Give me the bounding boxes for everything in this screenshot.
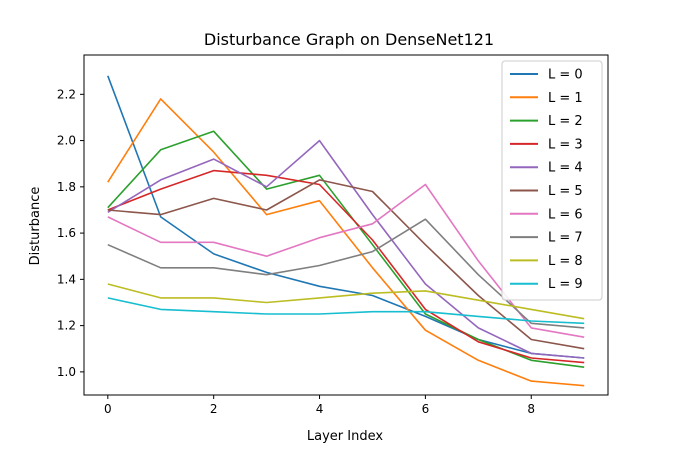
x-axis-label: Layer Index [307, 429, 383, 444]
series-lines [107, 75, 585, 387]
legend: L = 0 L = 1 L = 2 L = 3 L = 4 L = 5 L = 6 L = 7… [501, 60, 603, 301]
y-tick-label-4: 1.8 [57, 180, 76, 194]
y-tick-label-6: 2.2 [57, 87, 76, 101]
legend-label-1: L = 1 [548, 91, 583, 106]
series-line-3 [107, 169, 585, 364]
legend-label-5: L = 5 [548, 184, 583, 199]
x-tick-label-0: 0 [104, 402, 112, 416]
series-line-5 [107, 179, 585, 350]
series-line-9 [107, 297, 585, 325]
series-line-0 [107, 75, 585, 359]
x-tick-label-4: 8 [527, 402, 535, 416]
chart-title: Disturbance Graph on DenseNet121 [204, 30, 494, 49]
y-tick-label-5: 2.0 [57, 134, 76, 148]
legend-label-2: L = 2 [548, 114, 583, 129]
y-axis-label: Disturbance [28, 187, 43, 266]
legend-label-3: L = 3 [548, 137, 583, 152]
series-line-8 [107, 283, 585, 320]
x-tick-label-1: 2 [210, 402, 218, 416]
plot-frame [83, 54, 609, 396]
legend-label-0: L = 0 [548, 68, 583, 83]
legend-label-9: L = 9 [548, 277, 583, 292]
axes: 0 2 4 6 8 1.0 1.2 1.4 1.6 1.8 2.0 2.2 [57, 87, 535, 416]
series-line-4 [107, 139, 585, 359]
x-tick-label-2: 4 [316, 402, 324, 416]
legend-label-6: L = 6 [548, 207, 583, 222]
y-tick-label-0: 1.0 [57, 365, 76, 379]
y-tick-label-3: 1.6 [57, 226, 76, 240]
legend-label-7: L = 7 [548, 231, 583, 246]
x-tick-label-3: 6 [422, 402, 430, 416]
y-tick-label-1: 1.2 [57, 319, 76, 333]
legend-label-4: L = 4 [548, 161, 583, 176]
y-tick-label-2: 1.4 [57, 272, 76, 286]
series-line-1 [107, 98, 585, 387]
legend-label-8: L = 8 [548, 254, 583, 269]
